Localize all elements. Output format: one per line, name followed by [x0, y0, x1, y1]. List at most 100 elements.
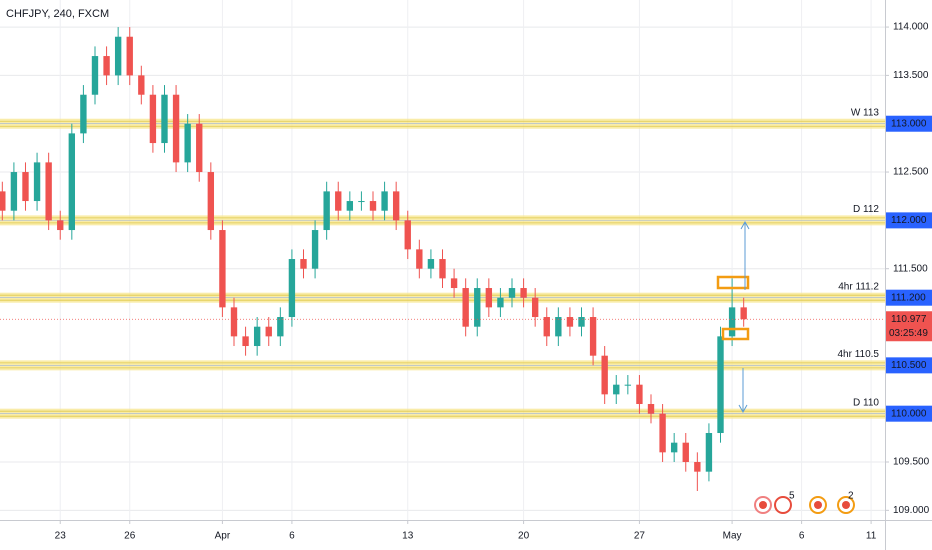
- x-tick-label: May: [723, 531, 742, 542]
- y-tick-label: 111.500: [893, 263, 928, 274]
- arrow-head: [738, 404, 748, 414]
- candle-body: [230, 307, 238, 337]
- x-tick-label: 6: [289, 531, 295, 542]
- candle-body: [497, 297, 504, 308]
- candle-body: [520, 288, 527, 298]
- candle-body: [45, 162, 52, 221]
- candle-body: [613, 384, 620, 395]
- candle-body: [416, 249, 423, 269]
- level-price-box: [886, 357, 932, 374]
- chart-title: CHFJPY, 240, FXCM: [6, 8, 109, 20]
- candle-body: [659, 413, 666, 453]
- candle-body: [450, 278, 458, 289]
- candle-body: [103, 56, 110, 76]
- level-price-box: [886, 212, 932, 229]
- candle-body: [578, 317, 585, 327]
- level-price-label: 111.200: [891, 292, 926, 303]
- x-tick-label: 6: [799, 531, 805, 542]
- candle-body: [323, 191, 330, 231]
- last-price-label: 110.977: [891, 314, 927, 325]
- level-price-label: 110.500: [891, 360, 927, 371]
- candle-body: [705, 433, 713, 472]
- x-tick-label: 26: [124, 531, 136, 542]
- arrow-head: [740, 220, 750, 230]
- y-tick-label: 109.000: [893, 505, 930, 516]
- candle-body: [242, 336, 249, 347]
- candle-body: [10, 172, 18, 211]
- event-icon-dot: [814, 501, 822, 509]
- candle-body: [114, 36, 122, 76]
- candle-body: [219, 230, 226, 308]
- candle-body: [717, 336, 724, 434]
- candle-body: [0, 191, 6, 211]
- candle-body: [624, 384, 632, 386]
- candle-body: [80, 94, 87, 134]
- candle-body: [636, 384, 643, 405]
- candle-body: [196, 123, 203, 173]
- level-price-box: [886, 289, 932, 306]
- candle-body: [68, 133, 76, 231]
- candle-body: [682, 442, 689, 463]
- candle-body: [427, 259, 435, 269]
- candle-body: [670, 442, 678, 453]
- level-price-box: [886, 115, 932, 132]
- candle-body: [485, 288, 493, 308]
- candle-body: [311, 230, 319, 269]
- candle-body: [138, 75, 145, 95]
- candle-body: [381, 191, 388, 211]
- candle-body: [531, 297, 539, 318]
- candle-body: [57, 220, 64, 231]
- candle-body: [346, 201, 354, 211]
- candle-body: [126, 36, 133, 76]
- candle-body: [184, 123, 191, 163]
- target-box: [721, 327, 750, 341]
- candle-body: [253, 326, 261, 347]
- candle-body: [149, 94, 157, 144]
- candle-body: [439, 259, 446, 279]
- y-tick-label: 112.500: [893, 167, 929, 178]
- level-name: 4hr 110.5: [837, 349, 879, 360]
- candle-body: [601, 355, 608, 395]
- candle-body: [300, 259, 307, 269]
- candle-body: [566, 317, 574, 327]
- candle-body: [589, 317, 597, 356]
- y-tick-label: 113.500: [893, 70, 929, 81]
- x-tick-label: 20: [518, 531, 530, 542]
- event-icon-dot: [842, 501, 850, 509]
- x-tick-label: 27: [634, 531, 646, 542]
- candle-body: [265, 326, 272, 337]
- candle-body: [555, 317, 562, 337]
- level-name: D 110: [853, 397, 879, 408]
- candle-body: [277, 317, 284, 337]
- x-tick-label: 13: [402, 531, 414, 542]
- candle-body: [728, 307, 736, 337]
- level-price-box: [886, 405, 932, 422]
- target-box: [716, 275, 750, 290]
- candle-body: [288, 259, 296, 318]
- levels: [0, 118, 885, 419]
- candle-body: [694, 462, 701, 472]
- countdown-label: 03:25:49: [889, 328, 928, 339]
- level-name: 4hr 111.2: [838, 281, 879, 292]
- level-price-label: 113.000: [891, 118, 927, 129]
- y-tick-label: 109.500: [893, 457, 930, 468]
- candle-body: [647, 404, 655, 414]
- candle-body: [91, 56, 99, 95]
- candle-body: [392, 191, 400, 221]
- candle-body: [335, 191, 342, 211]
- candle-body: [543, 317, 550, 337]
- y-tick-label: 114.000: [893, 22, 929, 33]
- x-tick-label: 23: [55, 531, 67, 542]
- level-price-label: 112.000: [891, 215, 927, 226]
- x-tick-label: Apr: [215, 531, 231, 542]
- level-name: D 112: [853, 204, 879, 215]
- event-count: 5: [789, 491, 795, 502]
- event-icon-dot: [759, 501, 767, 509]
- x-tick-label: 11: [866, 531, 877, 542]
- candle-body: [740, 307, 747, 320]
- candle-body: [22, 172, 29, 202]
- level-name: W 113: [851, 107, 880, 118]
- event-icon: [774, 496, 792, 514]
- event-icons: 5 2: [754, 491, 855, 514]
